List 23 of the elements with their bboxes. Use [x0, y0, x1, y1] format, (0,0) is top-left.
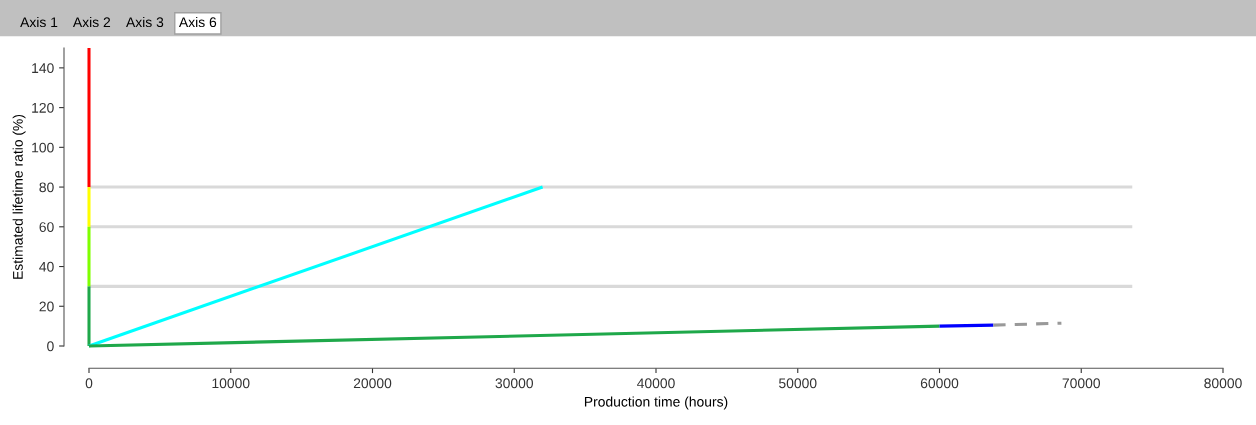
- x-tick-label: 60000: [920, 378, 959, 389]
- x-tick-label: 40000: [637, 378, 675, 389]
- y-tick-label: 120: [32, 102, 54, 113]
- text: Axis 3: [126, 16, 164, 28]
- x-tick-label: 20000: [353, 378, 392, 389]
- x-tick-label: 10000: [212, 378, 250, 389]
- x-tick-label: 30000: [495, 378, 534, 389]
- y-tick-label: 0: [47, 341, 54, 352]
- x-tick-label: 0: [85, 378, 93, 389]
- x-axis-title: Production time (hours): [584, 396, 728, 410]
- y-tick-label: 140: [32, 63, 54, 74]
- y-tick-label: 100: [32, 142, 54, 153]
- y-axis-title: Estimated lifetime ratio (%): [12, 114, 26, 279]
- text: Axis 1: [20, 16, 58, 28]
- x-tick-label: 70000: [1062, 378, 1101, 389]
- y-tick-label: 20: [39, 301, 54, 312]
- y-tick-label: 80: [39, 182, 54, 193]
- x-tick-label: 80000: [1204, 378, 1242, 389]
- y-tick-label: 60: [39, 222, 54, 232]
- y-tick-label: 40: [39, 261, 54, 272]
- text: Axis 6: [178, 16, 217, 28]
- x-tick-label: 50000: [779, 378, 817, 389]
- text: Axis 2: [72, 16, 111, 28]
